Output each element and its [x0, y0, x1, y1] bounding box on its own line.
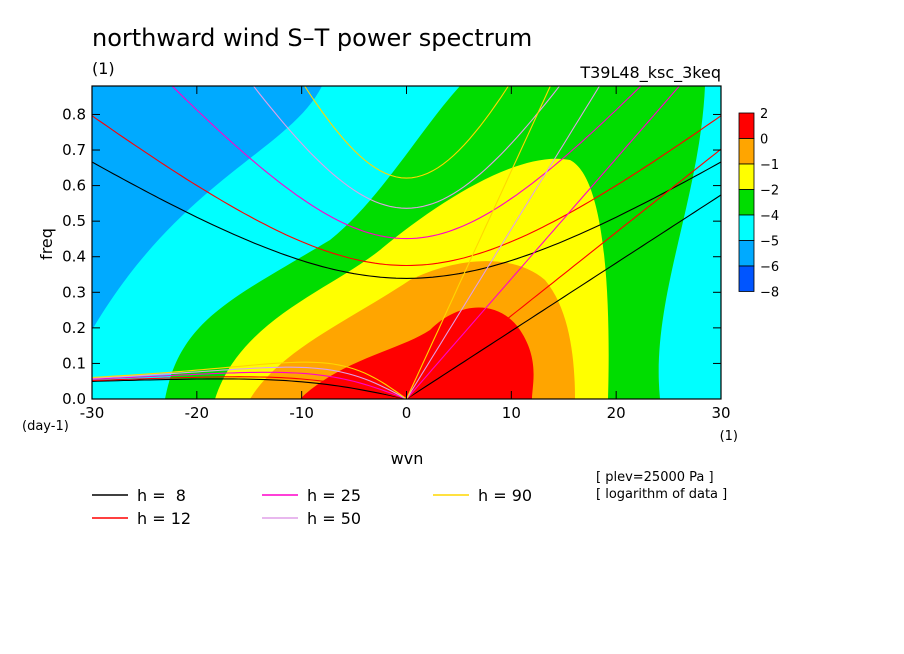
x-tick-label: 0	[402, 404, 412, 422]
y-tick-label: 0.5	[62, 212, 86, 230]
annotation-plev: [ plev=25000 Pa ]	[596, 470, 714, 485]
y-axis: 0.0 0.1 0.2 0.3 0.4 0.5 0.6 0.7 0.8	[62, 105, 721, 408]
curve-kelvin-h50	[406, 86, 601, 399]
colorbar-swatch	[738, 240, 755, 267]
curve-gravity-h25	[171, 86, 642, 240]
legend: h = 8 h = 12 h = 25 h = 50 h = 90	[92, 486, 532, 528]
x-tick-label: 20	[607, 404, 626, 422]
colorbar-label: −2	[760, 184, 779, 199]
y-tick-label: 0.0	[62, 390, 86, 408]
curve-rossby-h12	[92, 376, 407, 399]
colorbar-swatch	[738, 214, 755, 241]
colorbar-label: −5	[760, 235, 779, 250]
x-axis-unit: (1)	[720, 429, 738, 444]
band-2..0	[300, 307, 534, 399]
chart-title: northward wind S–T power spectrum	[92, 24, 532, 52]
colorbar-swatch	[738, 189, 755, 216]
colorbar-label: 2	[760, 107, 768, 122]
legend-label: h = 25	[307, 486, 361, 505]
y-tick-label: 0.2	[62, 319, 86, 337]
colorbar-label: −1	[760, 158, 779, 173]
curve-rossby-h50	[92, 366, 407, 399]
legend-label: h = 12	[137, 509, 191, 528]
chart-subtitle-right: T39L48_ksc_3keq	[579, 63, 721, 83]
x-tick-label: 10	[502, 404, 521, 422]
legend-label: h = 50	[307, 509, 361, 528]
colorbar-label: −4	[760, 209, 779, 224]
y-tick-label: 0.3	[62, 283, 86, 301]
x-tick-label: -10	[289, 404, 314, 422]
y-axis-label: freq	[37, 228, 56, 260]
dispersion-curves	[92, 86, 721, 399]
y-tick-label: 0.7	[62, 141, 86, 159]
band--5..-6	[92, 86, 322, 330]
x-tick-label: -20	[185, 404, 210, 422]
curve-kelvin-h8	[406, 194, 721, 399]
chart-subtitle-left: (1)	[92, 59, 115, 78]
colorbar-swatch	[738, 163, 755, 190]
colorbar-swatch	[738, 265, 755, 292]
colorbar-label: 0	[760, 133, 768, 148]
curve-kelvin-h25	[406, 86, 681, 399]
curve-rossby-h8	[92, 378, 407, 399]
legend-label: h = 8	[137, 486, 186, 505]
curve-rossby-h90	[92, 361, 407, 399]
legend-label: h = 90	[478, 486, 532, 505]
x-axis-label: wvn	[391, 449, 424, 468]
y-tick-label: 0.1	[62, 354, 86, 372]
curve-kelvin-h90	[405, 86, 551, 399]
curve-rossby-h25	[92, 371, 407, 399]
y-tick-label: 0.8	[62, 105, 86, 123]
y-tick-label: 0.6	[62, 177, 86, 195]
x-tick-label: -30	[80, 404, 105, 422]
colorbar-label: −6	[760, 260, 779, 275]
colorbar: 2 0 −1 −2 −4 −5 −6 −8	[738, 107, 779, 301]
y-tick-label: 0.4	[62, 248, 86, 266]
colorbar-label: −8	[760, 286, 779, 301]
x-axis: -30 -20 -10 0 10 20 30	[80, 86, 731, 422]
contour-fill	[92, 86, 721, 399]
curve-gravity-h50	[252, 86, 561, 209]
colorbar-swatch	[738, 138, 755, 165]
curve-gravity-h8	[92, 161, 721, 279]
x-tick-label: 30	[711, 404, 730, 422]
curve-gravity-h90	[303, 86, 510, 179]
y-axis-unit: (day-1)	[22, 419, 69, 434]
curve-kelvin-h12	[406, 148, 721, 399]
curve-gravity-h12	[92, 115, 721, 267]
annotation-log: [ logarithm of data ]	[596, 487, 727, 502]
colorbar-swatch	[738, 112, 755, 139]
